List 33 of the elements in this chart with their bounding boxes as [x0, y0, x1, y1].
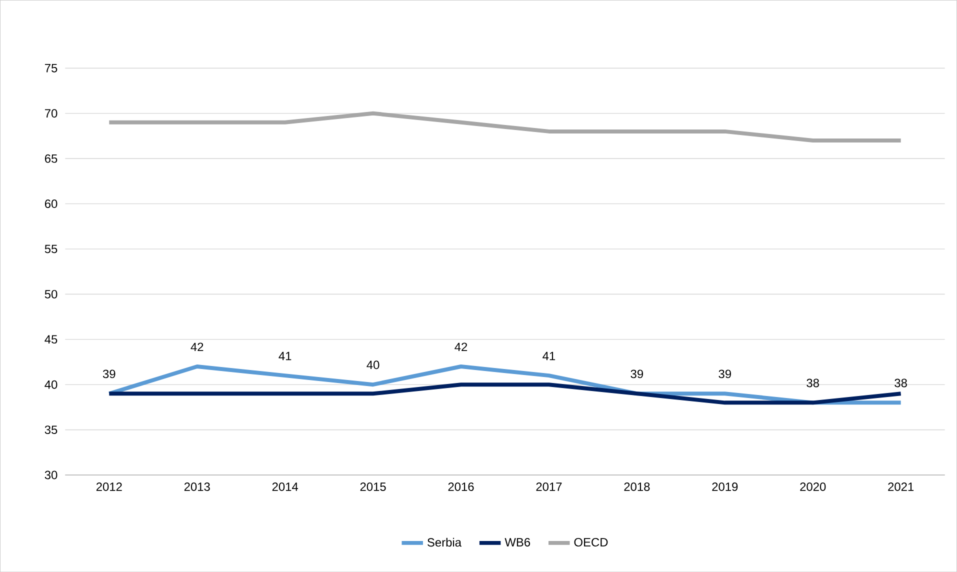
x-tick-label: 2017 — [536, 482, 562, 491]
y-tick-label: 40 — [44, 380, 58, 389]
x-tick-label: 2018 — [624, 482, 650, 491]
y-tick-label: 45 — [44, 335, 58, 344]
y-tick-label: 55 — [44, 244, 58, 254]
y-tick-label: 65 — [44, 154, 58, 163]
data-label: 42 — [454, 342, 468, 351]
x-tick-label: 2012 — [96, 482, 122, 491]
y-tick-label: 60 — [44, 199, 58, 208]
x-tick-label: 2016 — [448, 482, 474, 491]
data-label: 38 — [894, 378, 907, 388]
data-label: 40 — [366, 360, 380, 370]
x-tick-label: 2013 — [184, 482, 210, 491]
x-tick-label: 2014 — [272, 482, 298, 491]
x-tick-label: 2021 — [888, 482, 914, 491]
y-tick-label: 70 — [44, 109, 58, 118]
x-tick-label: 2015 — [360, 482, 386, 491]
data-label: 42 — [190, 342, 204, 351]
legend-label: WB6 — [504, 538, 530, 546]
data-label: 39 — [630, 370, 644, 378]
x-tick-label: 2020 — [800, 482, 826, 491]
data-label: 38 — [806, 378, 819, 388]
data-label: 41 — [542, 352, 556, 360]
y-tick-label: 35 — [44, 425, 58, 434]
data-label: 39 — [718, 370, 731, 378]
y-tick-label: 75 — [44, 64, 58, 72]
legend-label: Serbia — [428, 538, 462, 547]
x-tick-label: 2019 — [712, 482, 738, 491]
y-tick-label: 50 — [44, 290, 58, 298]
legend-label: OECD — [574, 538, 608, 546]
data-label: 39 — [102, 370, 116, 378]
y-tick-label: 30 — [44, 470, 58, 480]
data-label: 41 — [278, 352, 292, 360]
